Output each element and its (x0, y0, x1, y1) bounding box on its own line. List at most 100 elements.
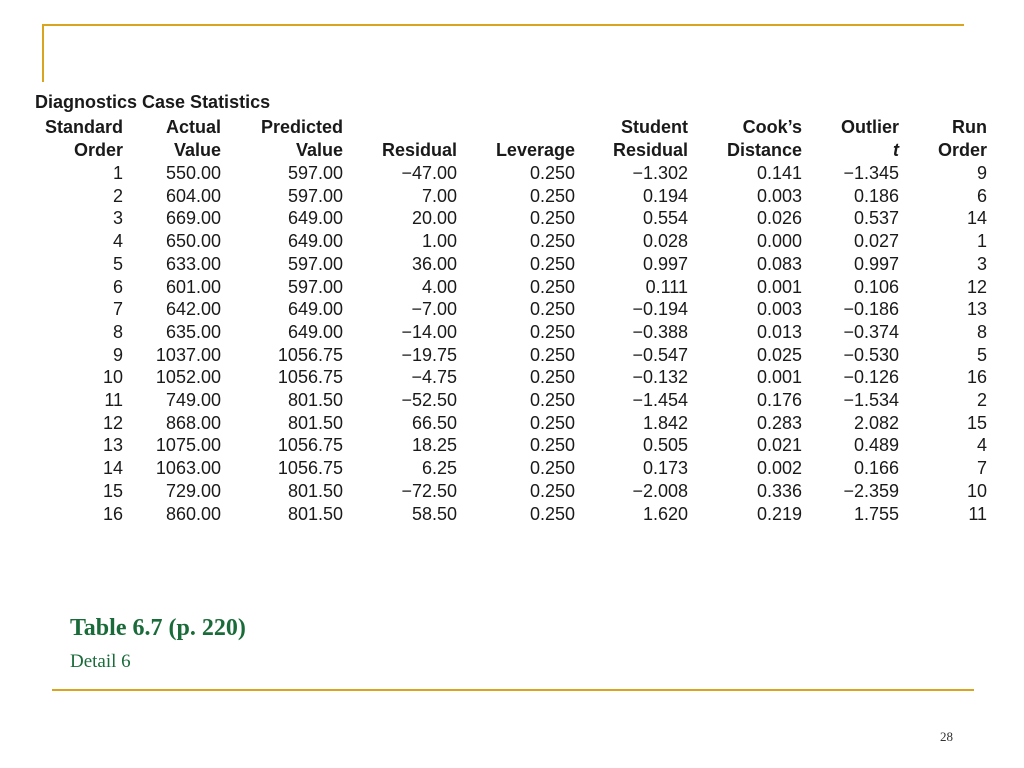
table-cell: 4.00 (421, 276, 457, 297)
table-row: 11 749.00 801.50 −52.50 0.250 −1.454 0.176 −1.5… (30, 389, 987, 412)
table-row: 13 1075.00 1056.75 18.25 0.250 0.505 0.021 0.48… (30, 434, 987, 457)
table-cell: 5 (112, 253, 123, 274)
table-cell: 729.00 (165, 480, 221, 501)
table-row: 14 1063.00 1056.75 6.25 0.250 0.173 0.002 0.166… (30, 457, 987, 480)
table-cell: 868.00 (165, 412, 221, 433)
table-cell: 12 (966, 276, 987, 297)
table-cell: 18.25 (411, 435, 457, 456)
table-cell: 2.082 (853, 412, 899, 433)
header-cell: Residual (612, 140, 688, 160)
table-cell: 0.250 (529, 208, 575, 229)
table-cell: 9 (112, 344, 123, 365)
table-cell: −1.454 (632, 390, 688, 411)
header-cell: Standard (44, 117, 123, 137)
table-cell: 0.250 (529, 321, 575, 342)
table-cell: 11 (104, 390, 123, 411)
table-cell: 0.001 (756, 276, 802, 297)
table-cell: 1056.75 (277, 367, 343, 388)
table-cell: 0.111 (645, 276, 688, 297)
table-cell: 1056.75 (277, 458, 343, 479)
table-cell: 597.00 (287, 163, 343, 183)
header-cell: t (893, 140, 899, 160)
header-cell: Run (952, 117, 987, 137)
table-cell: 0.166 (853, 458, 899, 479)
table-cell: 13 (102, 435, 123, 456)
table-cell: 801.50 (287, 390, 343, 411)
table-cell: 749.00 (165, 390, 221, 411)
table-cell: 0.250 (529, 299, 575, 320)
table-cell: 0.250 (529, 163, 575, 183)
table-cell: 9 (976, 163, 987, 183)
table-cell: 3 (112, 208, 123, 229)
page-number: 28 (940, 729, 953, 744)
table-cell: 7 (976, 458, 987, 479)
table-cell: 635.00 (165, 321, 221, 342)
table-cell: 801.50 (287, 480, 343, 501)
table-cell: 0.003 (756, 185, 802, 206)
table-cell: 550.00 (165, 163, 221, 183)
table-cell: 36.00 (411, 253, 457, 274)
table-cell: 0.000 (756, 231, 802, 252)
header-cell: Order (937, 140, 987, 160)
table-cell: 3 (976, 253, 987, 274)
table-row: 2 604.00 597.00 7.00 0.250 0.194 0.003 0.186 6 (30, 185, 987, 208)
header-cell (457, 116, 575, 139)
table-cell: 2 (976, 390, 987, 411)
table-cell: 11 (968, 503, 987, 524)
header-cell (343, 116, 457, 139)
header-cell: Value (295, 140, 343, 160)
table-cell: 0.537 (853, 208, 899, 229)
table-cell: 58.50 (411, 503, 457, 524)
table-cell: 1052.00 (155, 367, 221, 388)
table-cell: 1037.00 (155, 344, 221, 365)
table-cell: 0.027 (853, 231, 899, 252)
table-cell: 597.00 (287, 185, 343, 206)
table-cell: 1.00 (421, 231, 457, 252)
table-cell: 0.250 (529, 367, 575, 388)
table-cell: 0.002 (756, 458, 802, 479)
table-cell: −0.194 (632, 299, 688, 320)
table-cell: −4.75 (411, 367, 457, 388)
table-cell: 0.250 (529, 185, 575, 206)
table-cell: 604.00 (165, 185, 221, 206)
table-cell: 0.025 (756, 344, 802, 365)
table-cell: 0.250 (529, 480, 575, 501)
table-cell: 1056.75 (277, 435, 343, 456)
table-cell: 0.250 (529, 231, 575, 252)
table-row: 6 601.00 597.00 4.00 0.250 0.111 0.001 0.106 12 (30, 276, 987, 299)
table-cell: 6.25 (421, 458, 457, 479)
table-cell: −1.302 (632, 163, 688, 183)
table-cell: −0.132 (632, 367, 688, 388)
table-cell: −47.00 (401, 163, 457, 183)
header-cell: Leverage (495, 140, 575, 160)
table-cell: 8 (976, 321, 987, 342)
table-cell: 0.250 (529, 344, 575, 365)
table-cell: 0.176 (756, 390, 802, 411)
table-row: 3 669.00 649.00 20.00 0.250 0.554 0.026 0.537 14 (30, 207, 987, 230)
header-cell: Order (73, 140, 123, 160)
top-rule (42, 24, 964, 26)
table-cell: 0.250 (529, 435, 575, 456)
header-cell: Actual (165, 117, 221, 137)
table-cell: 1056.75 (277, 344, 343, 365)
table-cell: −0.374 (843, 321, 899, 342)
table-cell: 20.00 (411, 208, 457, 229)
table-cell: 66.50 (411, 412, 457, 433)
table-cell: −0.186 (843, 299, 899, 320)
table-cell: 633.00 (165, 253, 221, 274)
caption-subtitle: Detail 6 (70, 651, 131, 672)
table-cell: 7 (112, 299, 123, 320)
table-cell: 14 (102, 458, 123, 479)
table-cell: 16 (966, 367, 987, 388)
table-cell: 8 (112, 321, 123, 342)
table-cell: 4 (112, 231, 123, 252)
table-cell: 649.00 (287, 299, 343, 320)
table-row: 5 633.00 597.00 36.00 0.250 0.997 0.083 0.997 3 (30, 253, 987, 276)
table-cell: −0.530 (843, 344, 899, 365)
table-row: 15 729.00 801.50 −72.50 0.250 −2.008 0.336 −2.3… (30, 480, 987, 503)
table-cell: 5 (976, 344, 987, 365)
table-title: Diagnostics Case Statistics (35, 92, 271, 112)
header-cell: Distance (726, 140, 802, 160)
table-cell: 597.00 (287, 276, 343, 297)
table-cell: 0.250 (529, 458, 575, 479)
